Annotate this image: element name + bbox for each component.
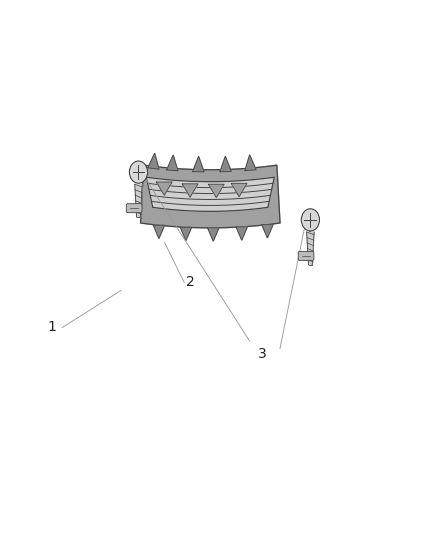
Text: 3: 3 <box>258 347 267 361</box>
Polygon shape <box>167 155 178 171</box>
FancyBboxPatch shape <box>126 204 142 213</box>
Circle shape <box>129 161 148 183</box>
Text: 2: 2 <box>186 276 195 289</box>
FancyBboxPatch shape <box>298 252 314 261</box>
Polygon shape <box>135 184 142 217</box>
Circle shape <box>301 209 319 231</box>
Polygon shape <box>208 184 224 198</box>
Polygon shape <box>156 182 172 195</box>
Polygon shape <box>180 227 191 240</box>
Polygon shape <box>146 177 274 212</box>
Polygon shape <box>236 227 247 240</box>
Polygon shape <box>245 155 256 171</box>
Polygon shape <box>307 232 314 265</box>
Polygon shape <box>148 154 159 169</box>
Polygon shape <box>153 225 165 238</box>
Polygon shape <box>231 183 247 197</box>
Text: 1: 1 <box>47 320 56 335</box>
Polygon shape <box>220 156 231 172</box>
Polygon shape <box>182 184 198 197</box>
Polygon shape <box>141 165 280 228</box>
Polygon shape <box>193 156 204 172</box>
Polygon shape <box>262 224 273 238</box>
Polygon shape <box>208 228 219 241</box>
